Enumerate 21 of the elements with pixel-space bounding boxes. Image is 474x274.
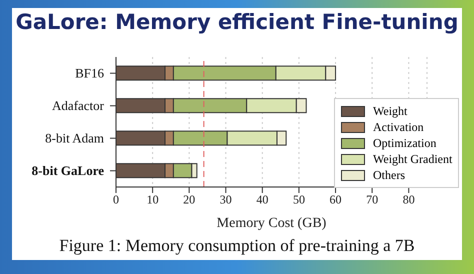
x-tick-label: 20 bbox=[183, 192, 196, 207]
legend-label: Optimization bbox=[373, 136, 436, 150]
legend-label: Weight bbox=[373, 104, 408, 118]
x-tick-label: 40 bbox=[256, 192, 268, 207]
x-tick-label: 30 bbox=[220, 192, 232, 207]
x-tick-label: 10 bbox=[146, 192, 159, 207]
x-tick-label: 80 bbox=[402, 192, 415, 207]
y-tick-label: BF16 bbox=[75, 65, 104, 80]
x-tick-label: 50 bbox=[292, 192, 305, 207]
x-tick-label: 70 bbox=[366, 192, 378, 207]
legend-label: Others bbox=[373, 168, 405, 182]
y-tick-label: 8-bit GaLore bbox=[32, 162, 104, 178]
y-tick-label: Adafactor bbox=[52, 98, 105, 113]
x-tick-label: 0 bbox=[113, 192, 119, 207]
legend-label: Activation bbox=[373, 120, 424, 134]
y-tick-label: 8-bit Adam bbox=[45, 130, 104, 146]
legend-label: Weight Gradient bbox=[373, 152, 452, 166]
chart-title: GaLore: Memory efficient Fine-tuning bbox=[14, 10, 460, 34]
x-axis-title: Memory Cost (GB) bbox=[216, 216, 327, 231]
caption: Figure 1: Memory consumption of pre-training a 7B bbox=[58, 236, 416, 256]
x-tick-label: 60 bbox=[330, 192, 342, 207]
